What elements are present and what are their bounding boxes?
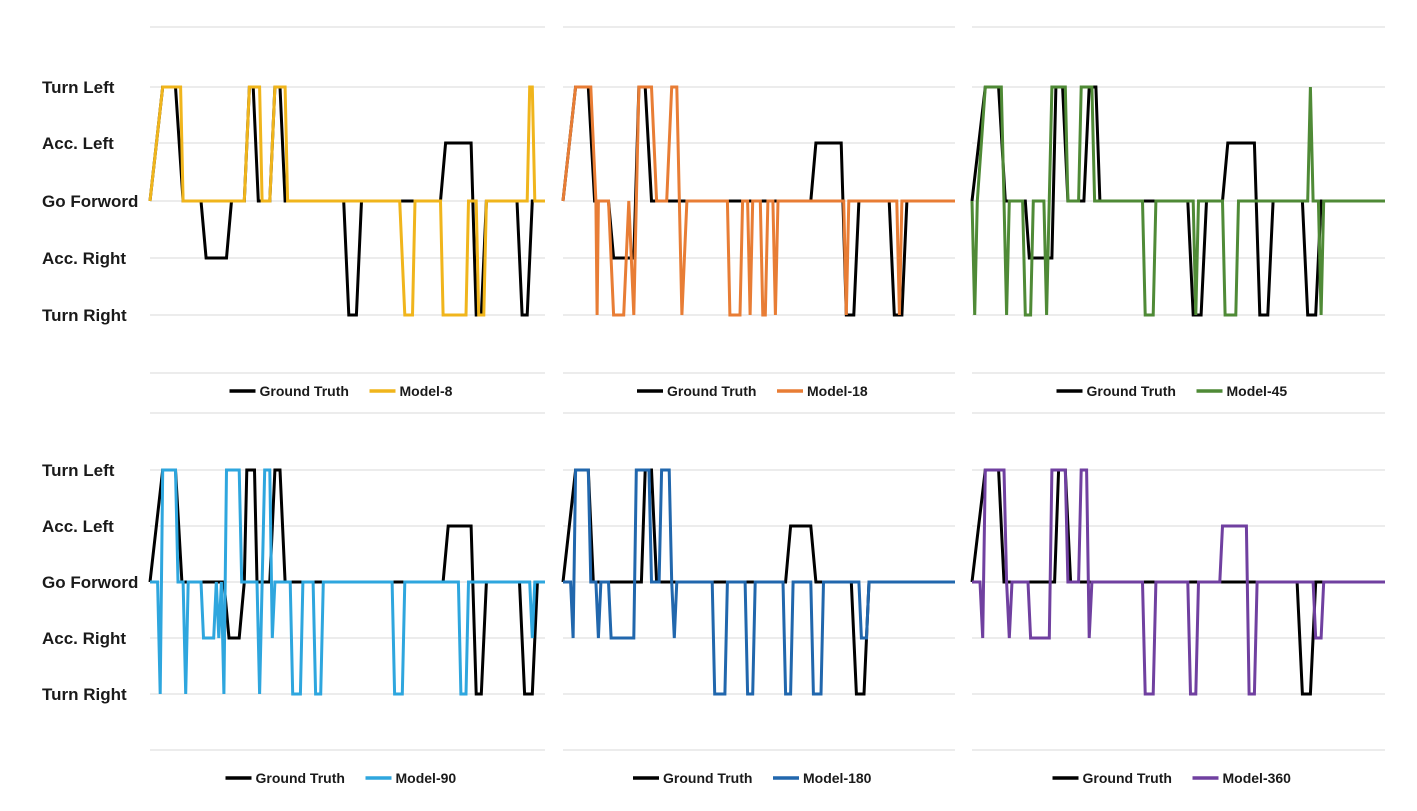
y-axis-labels: Turn Right Acc. Right Go Forword Acc. Left T…: [42, 78, 138, 704]
series-line-model-360: [972, 468, 1385, 696]
legend-label-model: Model-18: [807, 383, 868, 399]
chart-panel: Ground Truth Model-45: [970, 26, 1385, 399]
legend-label-ground-truth: Ground Truth: [1083, 770, 1172, 786]
legend: Ground Truth Model-90: [225, 770, 457, 786]
series-line-model-180: [563, 468, 955, 696]
series-line-model-8: [148, 85, 545, 317]
legend: Ground Truth Model-8: [229, 383, 453, 399]
chart-panel: Ground Truth Model-180: [561, 412, 955, 786]
y-tick-label: Acc. Left: [42, 517, 114, 536]
legend-label-model: Model-90: [396, 770, 457, 786]
series-line-model-90: [150, 468, 545, 696]
series-line-model-18: [561, 85, 955, 317]
legend-label-model: Model-360: [1223, 770, 1292, 786]
legend-label-model: Model-180: [803, 770, 872, 786]
legend: Ground Truth Model-45: [1056, 383, 1288, 399]
series-line-ground-truth: [561, 468, 955, 696]
series-line-model-45: [970, 85, 1385, 317]
y-tick-label: Acc. Right: [42, 249, 126, 268]
y-tick-label: Go Forword: [42, 573, 138, 592]
y-tick-label: Turn Left: [42, 78, 115, 97]
y-tick-label: Turn Right: [42, 306, 127, 325]
y-tick-label: Go Forword: [42, 192, 138, 211]
y-tick-label: Acc. Left: [42, 134, 114, 153]
legend-label-ground-truth: Ground Truth: [256, 770, 345, 786]
chart-panel: Ground Truth Model-360: [970, 412, 1385, 786]
legend-label-model: Model-8: [400, 383, 453, 399]
panels: Ground Truth Model-8 Ground Truth Model-18 G…: [148, 26, 1385, 786]
chart-panel: Ground Truth Model-18: [561, 26, 955, 399]
legend-label-ground-truth: Ground Truth: [260, 383, 349, 399]
chart-panel: Ground Truth Model-90: [148, 412, 545, 786]
legend-label-ground-truth: Ground Truth: [663, 770, 752, 786]
legend-label-ground-truth: Ground Truth: [1087, 383, 1176, 399]
legend: Ground Truth Model-18: [637, 383, 868, 399]
legend: Ground Truth Model-360: [1052, 770, 1292, 786]
legend: Ground Truth Model-180: [633, 770, 872, 786]
legend-label-ground-truth: Ground Truth: [667, 383, 756, 399]
y-tick-label: Acc. Right: [42, 629, 126, 648]
legend-label-model: Model-45: [1227, 383, 1288, 399]
chart-panel: Ground Truth Model-8: [148, 26, 545, 399]
y-tick-label: Turn Left: [42, 461, 115, 480]
y-tick-label: Turn Right: [42, 685, 127, 704]
